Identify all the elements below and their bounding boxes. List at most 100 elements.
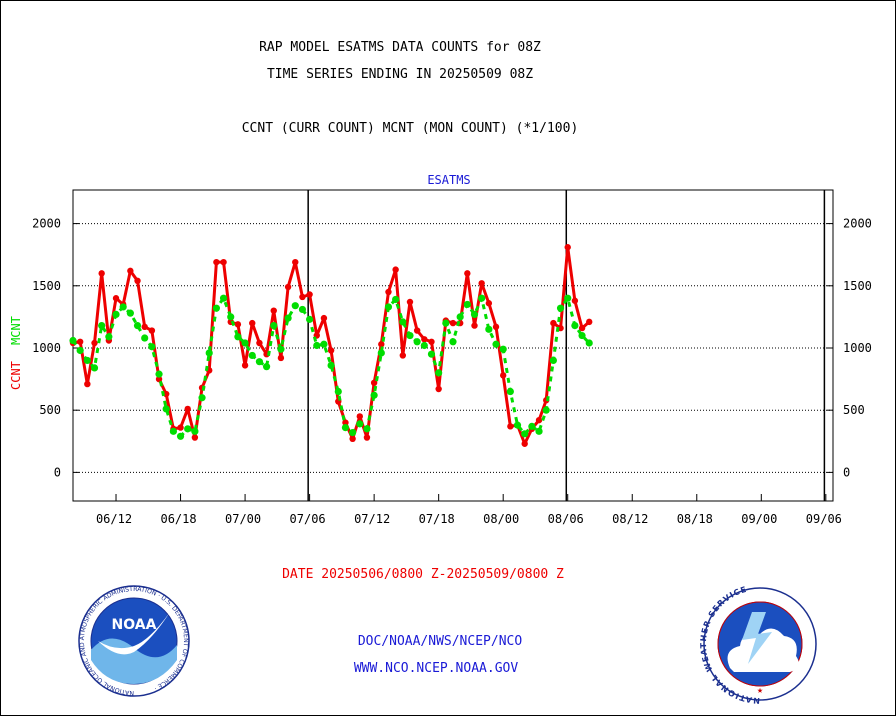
data-point-ccnt (550, 319, 557, 327)
data-point-mcnt (227, 313, 235, 321)
data-point-mcnt (76, 346, 84, 355)
data-point-ccnt (270, 307, 277, 314)
data-point-ccnt (435, 385, 442, 393)
data-point-mcnt (162, 405, 170, 413)
data-point-mcnt (363, 425, 371, 433)
noaa-logo-label: NOAA (112, 617, 157, 633)
data-point-ccnt (241, 362, 249, 369)
data-point-ccnt (399, 352, 407, 359)
data-point-mcnt (284, 314, 292, 322)
y-tick-label-right: 500 (843, 403, 865, 417)
data-point-mcnt (485, 325, 493, 333)
y-tick-label-left: 1000 (32, 341, 61, 355)
y-tick-label-right: 2000 (843, 217, 872, 231)
y-tick-label-left: 2000 (32, 217, 61, 231)
data-point-ccnt (370, 379, 378, 387)
data-point-ccnt (299, 293, 306, 301)
data-point-mcnt (270, 321, 278, 330)
x-tick-label: 08/12 (612, 512, 648, 526)
data-point-mcnt (420, 341, 428, 350)
data-point-ccnt (499, 372, 507, 379)
data-point-mcnt (98, 321, 106, 330)
data-point-mcnt (69, 336, 77, 345)
gridlines (73, 223, 833, 473)
data-point-ccnt (535, 416, 543, 424)
data-point-mcnt (528, 422, 536, 430)
data-point-mcnt (155, 370, 163, 378)
data-point-ccnt (421, 336, 428, 343)
data-point-mcnt (119, 303, 127, 311)
data-point-ccnt (98, 270, 105, 277)
data-point-mcnt (212, 304, 220, 312)
data-point-ccnt (471, 322, 478, 329)
y-tick-label-right: 1000 (843, 341, 872, 355)
data-point-ccnt (485, 300, 493, 307)
data-point-mcnt (277, 345, 285, 353)
y-axis-label-mcnt: MCNT (9, 316, 23, 345)
data-point-mcnt (219, 294, 228, 302)
plot-border (72, 189, 834, 502)
data-point-ccnt (392, 266, 399, 273)
y-tick-label-right: 0 (843, 465, 850, 479)
data-point-mcnt (435, 369, 443, 377)
data-point-mcnt (262, 363, 271, 371)
x-tick-label: 07/06 (290, 512, 326, 526)
nco-website-link[interactable]: WWW.NCO.NCEP.NOAA.GOV (354, 661, 519, 676)
data-point-mcnt (141, 334, 149, 342)
data-point-mcnt (198, 394, 206, 402)
data-point-mcnt (413, 338, 421, 346)
data-point-mcnt (176, 432, 185, 440)
data-point-mcnt (105, 333, 113, 341)
data-point-mcnt (90, 364, 99, 372)
data-point-mcnt (248, 351, 256, 360)
data-point-ccnt (112, 295, 120, 302)
data-point-ccnt (306, 291, 313, 298)
data-point-ccnt (363, 434, 371, 441)
data-point-mcnt (492, 340, 500, 348)
data-point-ccnt (292, 258, 299, 266)
data-point-ccnt (586, 318, 593, 326)
data-point-ccnt (492, 323, 500, 331)
data-point-ccnt (134, 277, 141, 285)
data-point-mcnt (521, 430, 529, 438)
data-point-mcnt (133, 321, 142, 330)
chart-subtitle: CCNT (CURR COUNT) MCNT (MON COUNT) (*1/1… (242, 121, 579, 136)
data-point-ccnt (141, 323, 148, 331)
data-point-mcnt (456, 313, 464, 321)
x-tick-label: 06/18 (160, 512, 196, 526)
y-axis-label-ccnt: CCNT (9, 361, 23, 390)
day-dividers (307, 190, 826, 501)
x-tick-label: 07/18 (419, 512, 455, 526)
data-point-mcnt (255, 358, 264, 366)
data-point-mcnt (320, 340, 328, 348)
chart-title-line1: RAP MODEL ESATMS DATA COUNTS for 08Z (259, 40, 541, 55)
data-point-ccnt (571, 297, 579, 304)
data-point-ccnt (249, 319, 256, 327)
x-tick-label: 09/06 (806, 512, 842, 526)
data-point-mcnt (205, 349, 213, 357)
data-point-mcnt (241, 339, 249, 347)
y-tick-label-right: 1500 (843, 279, 872, 293)
x-tick-label: 09/00 (741, 512, 777, 526)
data-point-mcnt (126, 309, 134, 317)
x-tick-label: 07/12 (354, 512, 390, 526)
noaa-logo: NOAA NATIONAL OCEANIC AND ATMOSPHERIC AD… (78, 585, 190, 697)
data-point-mcnt (306, 315, 314, 323)
data-point-ccnt (449, 319, 457, 327)
data-point-ccnt (521, 440, 528, 447)
data-point-ccnt (327, 347, 335, 354)
data-point-mcnt (578, 331, 586, 340)
data-point-mcnt (392, 295, 400, 304)
data-point-ccnt (127, 267, 134, 275)
data-point-ccnt (184, 405, 191, 413)
x-tick-label: 08/18 (677, 512, 713, 526)
y-axis-ticks: 0 0 500 500 1000 1000 1500 1500 2000 2000 (32, 217, 872, 480)
data-point-mcnt (370, 391, 378, 399)
x-tick-label: 08/06 (548, 512, 584, 526)
data-point-ccnt (385, 288, 392, 296)
data-point-ccnt (349, 435, 356, 442)
data-point-mcnt (341, 424, 350, 432)
data-point-mcnt (506, 387, 514, 396)
data-point-ccnt (256, 339, 263, 347)
